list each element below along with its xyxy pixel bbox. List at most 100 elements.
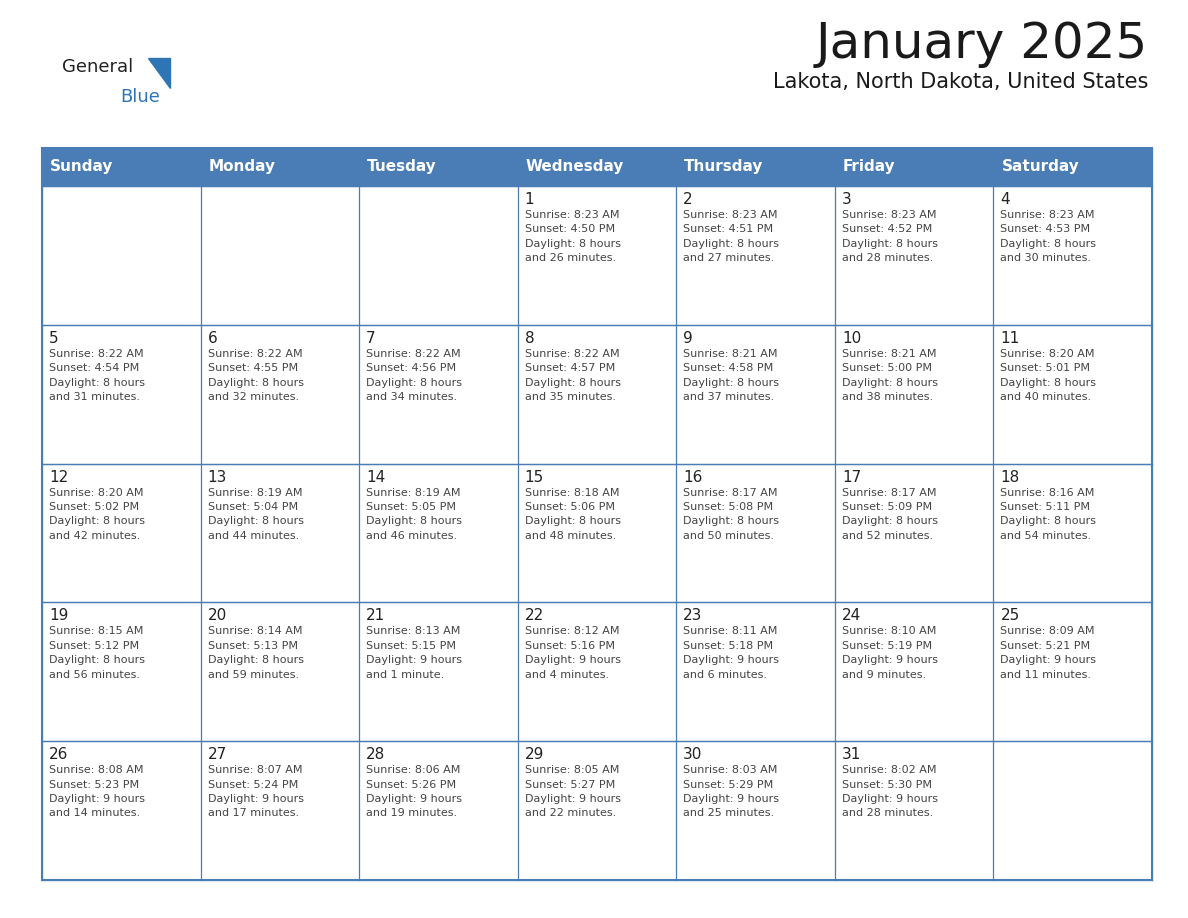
Bar <box>993 464 1152 602</box>
Text: Sunday: Sunday <box>50 160 113 174</box>
Bar <box>42 602 201 741</box>
Text: Sunrise: 8:17 AM
Sunset: 5:08 PM
Daylight: 8 hours
and 50 minutes.: Sunrise: 8:17 AM Sunset: 5:08 PM Dayligh… <box>683 487 779 541</box>
Polygon shape <box>148 58 170 88</box>
Text: 9: 9 <box>683 330 693 346</box>
Text: 3: 3 <box>842 192 852 207</box>
Text: 8: 8 <box>525 330 535 346</box>
Text: 28: 28 <box>366 747 385 762</box>
Text: Sunrise: 8:22 AM
Sunset: 4:54 PM
Daylight: 8 hours
and 31 minutes.: Sunrise: 8:22 AM Sunset: 4:54 PM Dayligh… <box>49 349 145 402</box>
Bar <box>42 325 201 464</box>
Bar <box>835 186 993 325</box>
Text: 5: 5 <box>49 330 58 346</box>
Bar <box>993 186 1152 325</box>
Bar <box>42 464 201 602</box>
Text: Tuesday: Tuesday <box>367 160 437 174</box>
Text: 25: 25 <box>1000 609 1019 623</box>
Text: 23: 23 <box>683 609 702 623</box>
Bar <box>676 325 835 464</box>
Bar <box>518 148 676 186</box>
Bar <box>359 741 518 880</box>
Text: 10: 10 <box>842 330 861 346</box>
Text: 21: 21 <box>366 609 385 623</box>
Bar <box>835 464 993 602</box>
Bar <box>201 325 359 464</box>
Text: Sunrise: 8:18 AM
Sunset: 5:06 PM
Daylight: 8 hours
and 48 minutes.: Sunrise: 8:18 AM Sunset: 5:06 PM Dayligh… <box>525 487 620 541</box>
Text: 18: 18 <box>1000 470 1019 485</box>
Text: Sunrise: 8:22 AM
Sunset: 4:56 PM
Daylight: 8 hours
and 34 minutes.: Sunrise: 8:22 AM Sunset: 4:56 PM Dayligh… <box>366 349 462 402</box>
Text: 31: 31 <box>842 747 861 762</box>
Text: 29: 29 <box>525 747 544 762</box>
Text: Sunrise: 8:14 AM
Sunset: 5:13 PM
Daylight: 8 hours
and 59 minutes.: Sunrise: 8:14 AM Sunset: 5:13 PM Dayligh… <box>208 626 304 679</box>
Text: Sunrise: 8:19 AM
Sunset: 5:05 PM
Daylight: 8 hours
and 46 minutes.: Sunrise: 8:19 AM Sunset: 5:05 PM Dayligh… <box>366 487 462 541</box>
Text: Sunrise: 8:16 AM
Sunset: 5:11 PM
Daylight: 8 hours
and 54 minutes.: Sunrise: 8:16 AM Sunset: 5:11 PM Dayligh… <box>1000 487 1097 541</box>
Text: Sunrise: 8:06 AM
Sunset: 5:26 PM
Daylight: 9 hours
and 19 minutes.: Sunrise: 8:06 AM Sunset: 5:26 PM Dayligh… <box>366 766 462 819</box>
Text: Sunrise: 8:03 AM
Sunset: 5:29 PM
Daylight: 9 hours
and 25 minutes.: Sunrise: 8:03 AM Sunset: 5:29 PM Dayligh… <box>683 766 779 819</box>
Text: Sunrise: 8:17 AM
Sunset: 5:09 PM
Daylight: 8 hours
and 52 minutes.: Sunrise: 8:17 AM Sunset: 5:09 PM Dayligh… <box>842 487 937 541</box>
Text: Sunrise: 8:12 AM
Sunset: 5:16 PM
Daylight: 9 hours
and 4 minutes.: Sunrise: 8:12 AM Sunset: 5:16 PM Dayligh… <box>525 626 620 679</box>
Text: January 2025: January 2025 <box>816 20 1148 68</box>
Bar <box>201 602 359 741</box>
Bar <box>676 464 835 602</box>
Bar <box>201 148 359 186</box>
Text: Sunrise: 8:22 AM
Sunset: 4:55 PM
Daylight: 8 hours
and 32 minutes.: Sunrise: 8:22 AM Sunset: 4:55 PM Dayligh… <box>208 349 304 402</box>
Text: 20: 20 <box>208 609 227 623</box>
Text: Lakota, North Dakota, United States: Lakota, North Dakota, United States <box>772 72 1148 92</box>
Text: Thursday: Thursday <box>684 160 764 174</box>
Bar <box>518 464 676 602</box>
Text: 14: 14 <box>366 470 385 485</box>
Bar <box>676 186 835 325</box>
Text: Sunrise: 8:05 AM
Sunset: 5:27 PM
Daylight: 9 hours
and 22 minutes.: Sunrise: 8:05 AM Sunset: 5:27 PM Dayligh… <box>525 766 620 819</box>
Bar <box>835 148 993 186</box>
Text: 11: 11 <box>1000 330 1019 346</box>
Text: Sunrise: 8:10 AM
Sunset: 5:19 PM
Daylight: 9 hours
and 9 minutes.: Sunrise: 8:10 AM Sunset: 5:19 PM Dayligh… <box>842 626 937 679</box>
Bar <box>42 741 201 880</box>
Text: Blue: Blue <box>120 88 160 106</box>
Text: 16: 16 <box>683 470 702 485</box>
Text: Sunrise: 8:13 AM
Sunset: 5:15 PM
Daylight: 9 hours
and 1 minute.: Sunrise: 8:13 AM Sunset: 5:15 PM Dayligh… <box>366 626 462 679</box>
Text: 22: 22 <box>525 609 544 623</box>
Text: 7: 7 <box>366 330 375 346</box>
Text: Sunrise: 8:08 AM
Sunset: 5:23 PM
Daylight: 9 hours
and 14 minutes.: Sunrise: 8:08 AM Sunset: 5:23 PM Dayligh… <box>49 766 145 819</box>
Text: General: General <box>62 58 133 76</box>
Text: Sunrise: 8:21 AM
Sunset: 5:00 PM
Daylight: 8 hours
and 38 minutes.: Sunrise: 8:21 AM Sunset: 5:00 PM Dayligh… <box>842 349 937 402</box>
Text: 1: 1 <box>525 192 535 207</box>
Text: 4: 4 <box>1000 192 1010 207</box>
Bar <box>359 602 518 741</box>
Bar <box>359 148 518 186</box>
Bar <box>42 148 201 186</box>
Text: 27: 27 <box>208 747 227 762</box>
Bar <box>42 186 201 325</box>
Text: 15: 15 <box>525 470 544 485</box>
Text: Sunrise: 8:19 AM
Sunset: 5:04 PM
Daylight: 8 hours
and 44 minutes.: Sunrise: 8:19 AM Sunset: 5:04 PM Dayligh… <box>208 487 304 541</box>
Bar <box>518 186 676 325</box>
Bar <box>359 464 518 602</box>
Bar <box>993 741 1152 880</box>
Bar <box>359 186 518 325</box>
Bar <box>518 741 676 880</box>
Text: 19: 19 <box>49 609 69 623</box>
Bar <box>518 602 676 741</box>
Bar <box>835 602 993 741</box>
Text: Sunrise: 8:20 AM
Sunset: 5:02 PM
Daylight: 8 hours
and 42 minutes.: Sunrise: 8:20 AM Sunset: 5:02 PM Dayligh… <box>49 487 145 541</box>
Text: 30: 30 <box>683 747 702 762</box>
Bar <box>993 325 1152 464</box>
Text: Sunrise: 8:09 AM
Sunset: 5:21 PM
Daylight: 9 hours
and 11 minutes.: Sunrise: 8:09 AM Sunset: 5:21 PM Dayligh… <box>1000 626 1097 679</box>
Text: Friday: Friday <box>842 160 896 174</box>
Text: Monday: Monday <box>209 160 276 174</box>
Text: Sunrise: 8:23 AM
Sunset: 4:51 PM
Daylight: 8 hours
and 27 minutes.: Sunrise: 8:23 AM Sunset: 4:51 PM Dayligh… <box>683 210 779 263</box>
Bar <box>201 464 359 602</box>
Text: Saturday: Saturday <box>1001 160 1079 174</box>
Text: 2: 2 <box>683 192 693 207</box>
Text: Sunrise: 8:23 AM
Sunset: 4:53 PM
Daylight: 8 hours
and 30 minutes.: Sunrise: 8:23 AM Sunset: 4:53 PM Dayligh… <box>1000 210 1097 263</box>
Bar <box>993 602 1152 741</box>
Text: Sunrise: 8:21 AM
Sunset: 4:58 PM
Daylight: 8 hours
and 37 minutes.: Sunrise: 8:21 AM Sunset: 4:58 PM Dayligh… <box>683 349 779 402</box>
Bar <box>835 325 993 464</box>
Text: Wednesday: Wednesday <box>526 160 624 174</box>
Bar <box>676 148 835 186</box>
Text: Sunrise: 8:22 AM
Sunset: 4:57 PM
Daylight: 8 hours
and 35 minutes.: Sunrise: 8:22 AM Sunset: 4:57 PM Dayligh… <box>525 349 620 402</box>
Bar <box>676 602 835 741</box>
Text: 24: 24 <box>842 609 861 623</box>
Bar <box>993 148 1152 186</box>
Bar <box>676 741 835 880</box>
Text: Sunrise: 8:23 AM
Sunset: 4:52 PM
Daylight: 8 hours
and 28 minutes.: Sunrise: 8:23 AM Sunset: 4:52 PM Dayligh… <box>842 210 937 263</box>
